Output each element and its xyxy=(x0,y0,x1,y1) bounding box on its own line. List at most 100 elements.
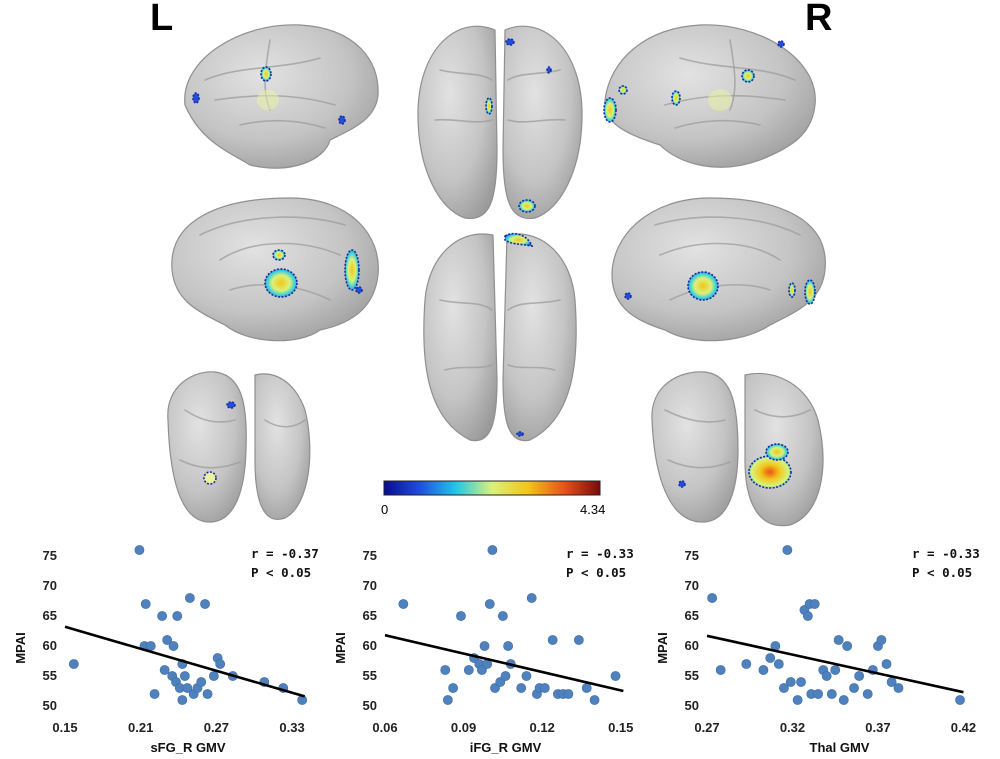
brain-right-lateral xyxy=(603,24,816,168)
data-point xyxy=(563,689,574,699)
data-point xyxy=(782,545,793,555)
scatter-plot-sfg: 50 55 60 65 70 75 0.15 0.21 0.27 0.33 sFG_R GMV MPA… xyxy=(13,545,319,755)
y-axis-title: MPAI xyxy=(333,632,348,664)
x-axis-title: Thal GMV xyxy=(810,740,870,755)
x-axis-title: iFG_R GMV xyxy=(470,740,542,755)
scatter-plot-thal: 50 55 60 65 70 75 0.27 0.32 0.37 0.42 Thal GMV MPAI… xyxy=(655,545,980,755)
data-point xyxy=(521,671,532,681)
data-point xyxy=(134,545,145,555)
y-tick-label: 60 xyxy=(43,638,57,653)
data-point xyxy=(854,671,865,681)
data-point xyxy=(779,683,789,693)
data-point xyxy=(581,683,592,693)
data-point xyxy=(573,635,584,645)
data-point xyxy=(157,611,168,621)
x-tick-label: 0.15 xyxy=(608,720,633,735)
correlation-r-label: r = -0.37 xyxy=(251,546,319,561)
y-axis-title: MPAI xyxy=(13,632,28,664)
x-tick-label: 0.33 xyxy=(279,720,304,735)
y-tick-label: 75 xyxy=(43,548,57,563)
data-point xyxy=(838,695,849,705)
data-point xyxy=(893,683,904,693)
brain-right-frontal-view xyxy=(651,371,824,527)
data-point xyxy=(179,671,190,681)
scatter-plot-ifg: 50 55 60 65 70 75 0.06 0.09 0.12 0.15 iFG_R GMV MPA… xyxy=(333,545,634,755)
data-point xyxy=(849,683,859,693)
brain-ventral xyxy=(423,232,577,442)
data-point xyxy=(796,677,806,687)
x-tick-label: 0.15 xyxy=(52,720,77,735)
y-tick-label: 55 xyxy=(43,668,57,683)
p-value-label: P < 0.05 xyxy=(912,565,972,580)
y-tick-label: 55 xyxy=(363,668,377,683)
x-tick-label: 0.32 xyxy=(780,720,805,735)
p-value-label: P < 0.05 xyxy=(251,565,311,580)
data-point xyxy=(182,683,193,693)
x-tick-label: 0.21 xyxy=(128,720,153,735)
data-point xyxy=(463,665,474,675)
data-point xyxy=(149,689,160,699)
data-point xyxy=(821,671,832,681)
data-point xyxy=(785,677,796,687)
brain-dorsal xyxy=(417,25,583,220)
correlation-r-label: r = -0.33 xyxy=(566,546,634,561)
y-tick-label: 50 xyxy=(685,698,699,713)
y-tick-label: 65 xyxy=(363,608,377,623)
y-tick-label: 70 xyxy=(43,578,57,593)
y-tick-label: 55 xyxy=(685,668,699,683)
data-point xyxy=(215,659,226,669)
hemisphere-left-label: L xyxy=(150,0,173,39)
data-point xyxy=(162,635,173,645)
data-point xyxy=(881,659,892,669)
p-value-label: P < 0.05 xyxy=(566,565,626,580)
data-point xyxy=(68,659,79,669)
data-point xyxy=(842,641,853,651)
x-tick-label: 0.06 xyxy=(372,720,397,735)
data-point xyxy=(955,695,965,705)
data-point xyxy=(862,689,873,699)
trend-line xyxy=(706,634,964,694)
data-point xyxy=(741,659,752,669)
x-tick-label: 0.27 xyxy=(694,720,719,735)
data-point xyxy=(196,677,207,687)
y-tick-label: 60 xyxy=(363,638,377,653)
data-point xyxy=(830,665,841,675)
data-point xyxy=(168,641,179,651)
data-point xyxy=(487,545,498,555)
x-axis-title: sFG_R GMV xyxy=(150,740,225,755)
data-point xyxy=(826,689,837,699)
data-point xyxy=(202,689,213,699)
data-point xyxy=(876,635,887,645)
data-point xyxy=(159,665,170,675)
hemisphere-right-label: R xyxy=(805,0,832,39)
data-point xyxy=(184,593,195,603)
data-point xyxy=(715,665,726,675)
x-tick-label: 0.37 xyxy=(865,720,890,735)
data-point xyxy=(177,695,188,705)
data-point xyxy=(547,635,558,645)
data-point xyxy=(707,593,718,603)
data-point xyxy=(809,599,820,609)
data-point xyxy=(813,689,824,699)
data-point xyxy=(539,683,550,693)
data-point xyxy=(140,599,151,609)
colorbar: 0 4.34 xyxy=(381,480,605,517)
data-point xyxy=(802,611,813,621)
x-tick-label: 0.42 xyxy=(951,720,976,735)
brain-right-medial xyxy=(611,197,826,342)
data-point xyxy=(398,599,409,609)
data-point xyxy=(589,695,600,705)
data-point xyxy=(200,599,210,609)
data-point xyxy=(833,635,844,645)
data-point xyxy=(503,641,514,651)
y-tick-label: 75 xyxy=(685,548,699,563)
brain-left-frontal-view xyxy=(167,371,311,523)
data-point xyxy=(497,611,508,621)
data-point xyxy=(440,665,451,675)
trend-line xyxy=(384,633,624,693)
brain-left-lateral xyxy=(184,24,379,169)
brain-left-medial xyxy=(171,197,379,342)
data-point xyxy=(500,671,511,681)
colorbar-min-label: 0 xyxy=(381,502,388,517)
